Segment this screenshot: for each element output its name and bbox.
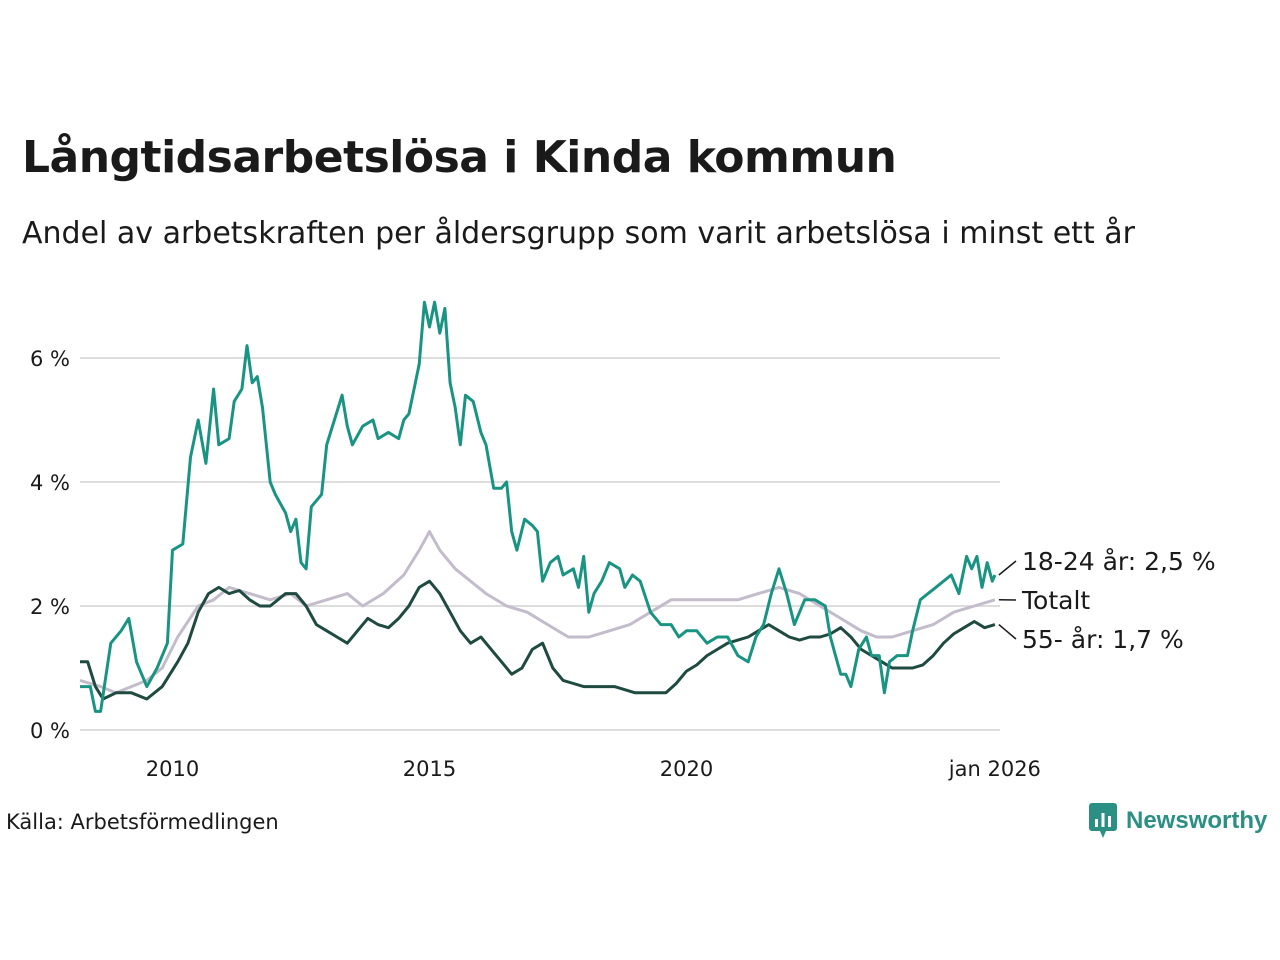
- grid-lines: [80, 357, 1000, 731]
- series-line-young: [80, 300, 997, 713]
- x-tick-label: 2010: [146, 757, 199, 781]
- chart-title: Långtidsarbetslösa i Kinda kommun: [22, 132, 897, 183]
- x-tick-label: jan 2026: [948, 757, 1041, 781]
- x-tick-label: 2020: [660, 757, 713, 781]
- y-tick-label: 6 %: [30, 347, 70, 371]
- source-note: Källa: Arbetsförmedlingen: [6, 810, 279, 834]
- x-tick-label: 2015: [403, 757, 456, 781]
- newsworthy-icon: [1089, 803, 1117, 838]
- x-axis: 2010 2015 2020 jan 2026: [146, 757, 1041, 781]
- series-end-labels: Totalt 55- år: 1,7 % 18-24 år: 2,5 %: [998, 547, 1216, 654]
- end-label-total: Totalt: [1021, 586, 1090, 615]
- newsworthy-logo[interactable]: Newsworthy: [1088, 802, 1267, 840]
- y-tick-label: 0 %: [30, 719, 70, 743]
- series-line-total: [79, 530, 996, 695]
- end-label-connector-old: [998, 624, 1017, 640]
- y-tick-label: 2 %: [30, 595, 70, 619]
- chart-subtitle: Andel av arbetskraften per åldersgrupp s…: [22, 216, 1135, 251]
- series-line-old: [80, 579, 996, 701]
- y-tick-label: 4 %: [30, 471, 70, 495]
- end-label-young: 18-24 år: 2,5 %: [1022, 547, 1216, 576]
- newsworthy-wordmark: Newsworthy: [1126, 807, 1268, 834]
- series-lines: [79, 300, 997, 713]
- end-label-connector-young: [998, 560, 1017, 576]
- y-axis: 0 % 2 % 4 % 6 %: [30, 347, 70, 743]
- end-label-old: 55- år: 1,7 %: [1022, 625, 1184, 654]
